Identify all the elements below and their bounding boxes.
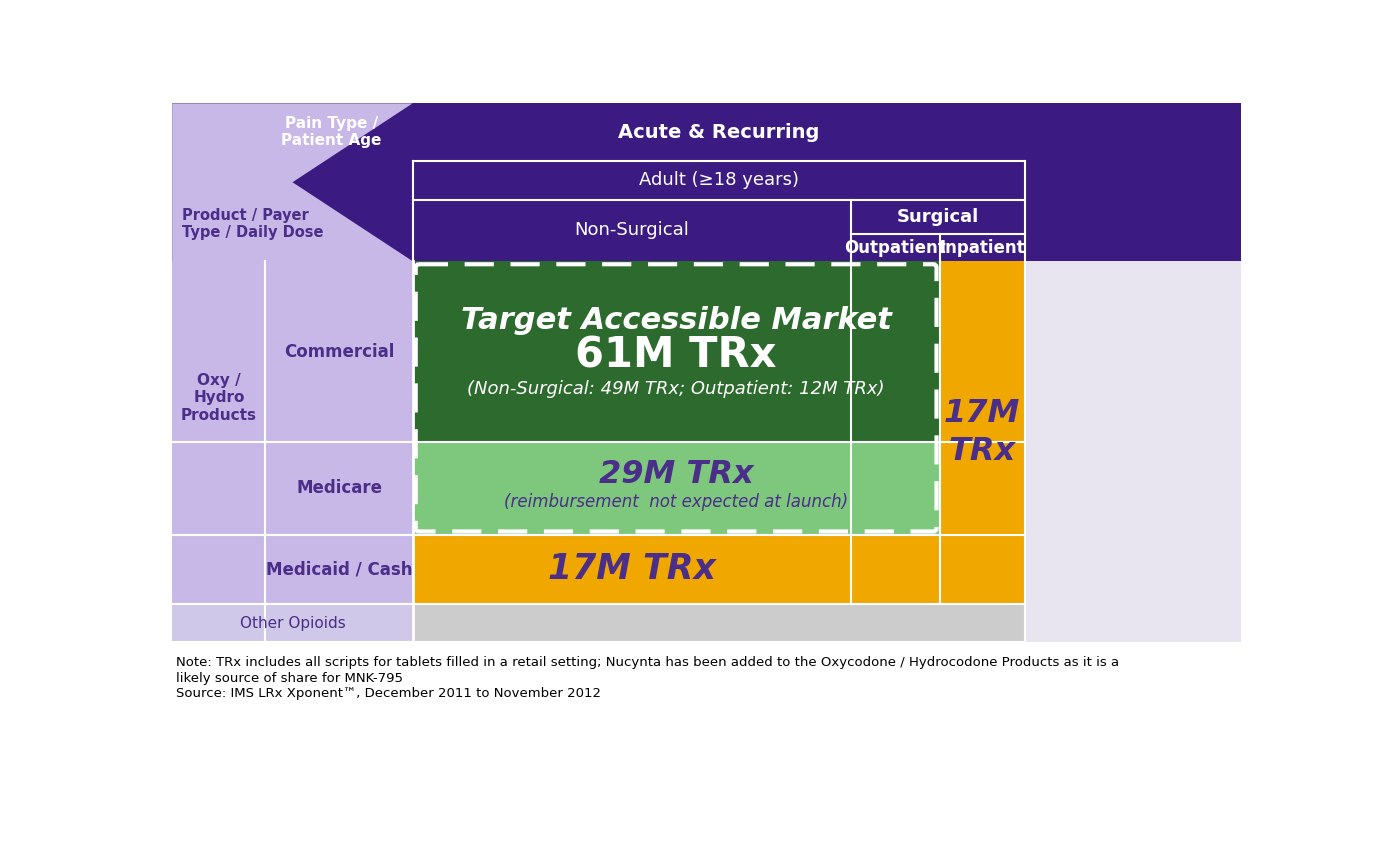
Bar [412, 442, 851, 535]
Text: Medicaid / Cash: Medicaid / Cash [266, 561, 412, 579]
Bar [412, 200, 851, 261]
Polygon shape [172, 103, 412, 261]
Text: Other Opioids: Other Opioids [240, 616, 345, 630]
Text: Non-Surgical: Non-Surgical [574, 221, 690, 239]
Bar [851, 234, 939, 261]
Text: (reimbursement  not expected at launch): (reimbursement not expected at launch) [505, 493, 848, 511]
Text: likely source of share for MNK-795: likely source of share for MNK-795 [177, 672, 403, 684]
Text: 17M
TRx: 17M TRx [945, 398, 1020, 468]
Bar [172, 261, 265, 604]
Bar [265, 261, 412, 604]
Text: 29M TRx: 29M TRx [598, 459, 753, 490]
Bar [851, 200, 1025, 234]
Text: Source: IMS LRx Xponent™, December 2011 to November 2012: Source: IMS LRx Xponent™, December 2011 … [177, 687, 601, 700]
Bar [172, 604, 412, 642]
Bar [1025, 261, 1241, 642]
Bar [412, 604, 1025, 642]
Text: Commercial: Commercial [284, 343, 394, 361]
Text: Medicare: Medicare [296, 480, 382, 498]
Bar [1025, 200, 1241, 261]
Text: Pain Type /
Patient Age: Pain Type / Patient Age [281, 116, 382, 148]
Text: Oxy /
Hydro
Products: Oxy / Hydro Products [181, 373, 256, 423]
Polygon shape [172, 103, 412, 261]
Text: Product / Payer
Type / Daily Dose: Product / Payer Type / Daily Dose [182, 208, 323, 240]
Polygon shape [172, 103, 412, 261]
Text: Adult (≥18 years): Adult (≥18 years) [638, 171, 798, 189]
Bar [412, 261, 851, 442]
Text: (Non-Surgical: 49M TRx; Outpatient: 12M TRx): (Non-Surgical: 49M TRx; Outpatient: 12M … [467, 380, 885, 398]
Text: Outpatient: Outpatient [844, 238, 946, 257]
Bar [851, 442, 939, 535]
Text: Surgical: Surgical [896, 208, 979, 226]
Text: 61M TRx: 61M TRx [575, 334, 776, 376]
Text: 17M TRx: 17M TRx [547, 552, 716, 586]
Bar [939, 261, 1025, 604]
Text: Target Accessible Market: Target Accessible Market [461, 307, 892, 335]
Polygon shape [172, 103, 412, 261]
Bar [412, 161, 1025, 200]
Bar [412, 535, 851, 604]
Bar [1025, 161, 1241, 200]
Bar [172, 161, 412, 200]
Text: Inpatient: Inpatient [939, 238, 1025, 257]
Text: Acute & Recurring: Acute & Recurring [618, 123, 819, 142]
Text: Note: TRx includes all scripts for tablets filled in a retail setting; Nucynta h: Note: TRx includes all scripts for table… [177, 656, 1120, 669]
Bar [172, 103, 1241, 161]
Bar [939, 234, 1025, 261]
Bar [851, 261, 939, 442]
Bar [851, 535, 939, 604]
Bar [172, 200, 412, 261]
